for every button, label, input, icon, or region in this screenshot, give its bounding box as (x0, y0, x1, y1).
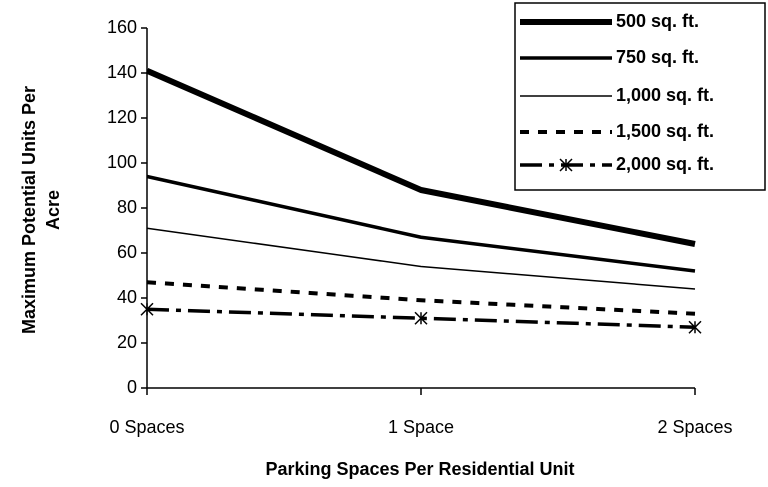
y-tick-label: 60 (117, 242, 137, 262)
x-axis-title: Parking Spaces Per Residential Unit (265, 459, 574, 479)
marker (414, 311, 428, 325)
y-tick-label: 160 (107, 17, 137, 37)
legend-label: 1,000 sq. ft. (616, 85, 714, 105)
y-tick-label: 20 (117, 332, 137, 352)
y-tick-label: 140 (107, 62, 137, 82)
legend-marker (559, 158, 573, 172)
series-line (146, 174, 696, 273)
marker (688, 320, 702, 334)
y-axis-title-line: Maximum Potential Units Per (19, 86, 39, 334)
y-tick-label: 120 (107, 107, 137, 127)
y-tick-label: 40 (117, 287, 137, 307)
series-line (146, 227, 696, 290)
y-tick-label: 80 (117, 197, 137, 217)
legend-label: 750 sq. ft. (616, 47, 699, 67)
x-tick-label: 1 Space (388, 417, 454, 437)
y-axis-title-line: Acre (43, 190, 63, 230)
series-line (146, 307, 696, 329)
series-line (146, 280, 696, 316)
y-tick-label: 0 (127, 377, 137, 397)
series-line (145, 67, 696, 247)
x-tick-label: 0 Spaces (109, 417, 184, 437)
y-axis-title: Maximum Potential Units Per Acre (19, 86, 63, 334)
x-tick-label: 2 Spaces (657, 417, 732, 437)
legend-label: 500 sq. ft. (616, 11, 699, 31)
legend-label: 1,500 sq. ft. (616, 121, 714, 141)
legend-label: 2,000 sq. ft. (616, 154, 714, 174)
y-tick-label: 100 (107, 152, 137, 172)
marker (140, 302, 154, 316)
